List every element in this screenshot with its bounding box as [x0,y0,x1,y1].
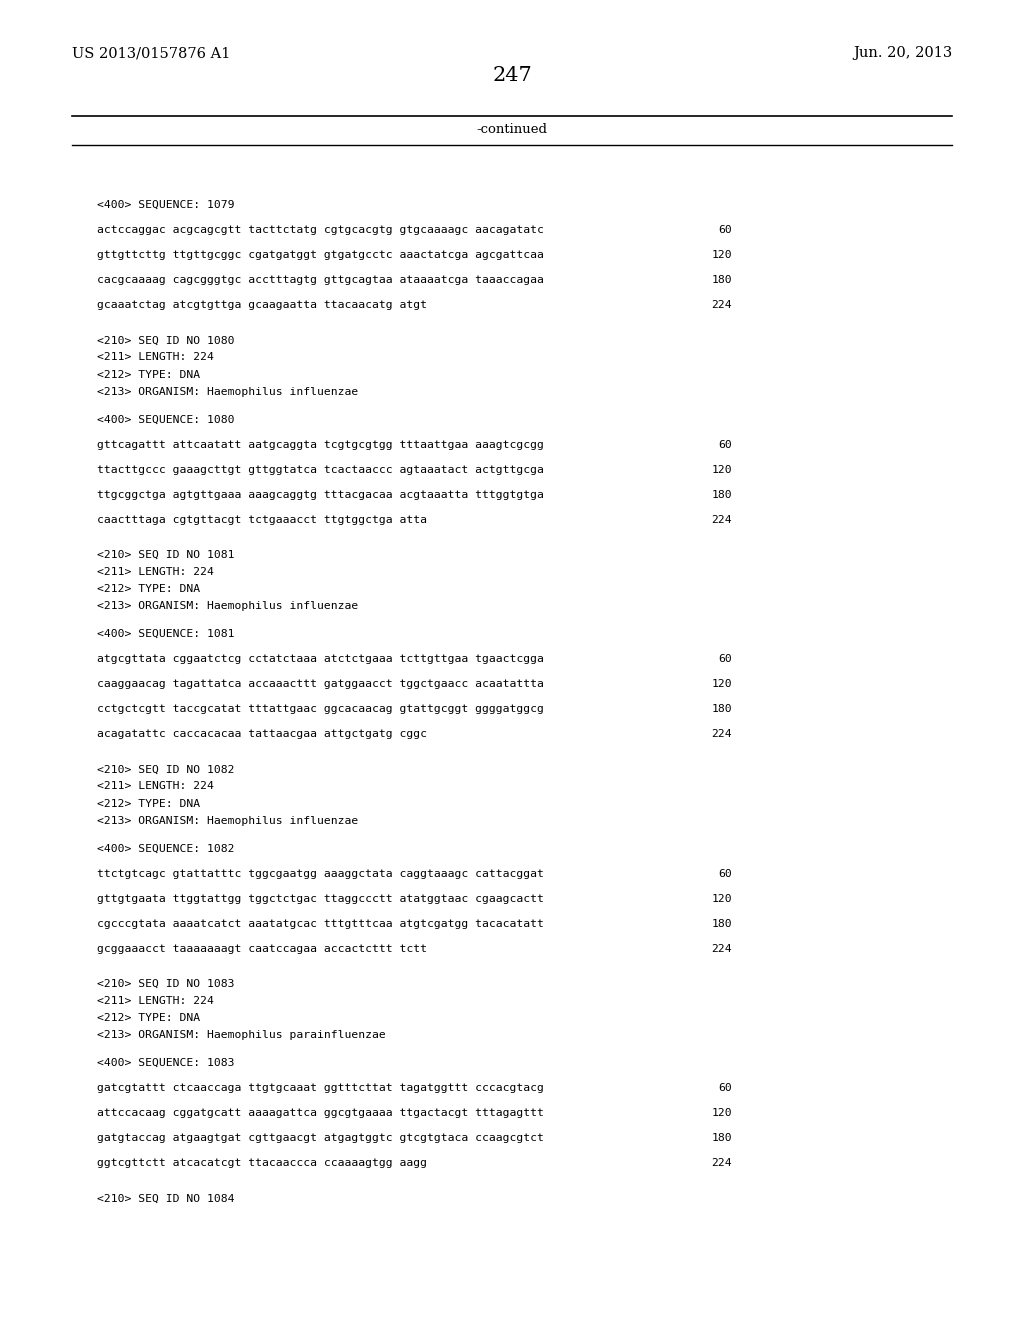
Text: <213> ORGANISM: Haemophilus parainfluenzae: <213> ORGANISM: Haemophilus parainfluenz… [97,1030,386,1040]
Text: 224: 224 [712,301,732,310]
Text: 224: 224 [712,729,732,739]
Text: ttgcggctga agtgttgaaa aaagcaggtg tttacgacaa acgtaaatta tttggtgtga: ttgcggctga agtgttgaaa aaagcaggtg tttacga… [97,490,544,500]
Text: <400> SEQUENCE: 1080: <400> SEQUENCE: 1080 [97,414,234,425]
Text: <210> SEQ ID NO 1081: <210> SEQ ID NO 1081 [97,549,234,560]
Text: 60: 60 [719,655,732,664]
Text: <400> SEQUENCE: 1079: <400> SEQUENCE: 1079 [97,199,234,210]
Text: <211> LENGTH: 224: <211> LENGTH: 224 [97,568,214,577]
Text: 180: 180 [712,704,732,714]
Text: atgcgttata cggaatctcg cctatctaaa atctctgaaa tcttgttgaa tgaactcgga: atgcgttata cggaatctcg cctatctaaa atctctg… [97,655,544,664]
Text: 120: 120 [712,1109,732,1118]
Text: <212> TYPE: DNA: <212> TYPE: DNA [97,1014,201,1023]
Text: US 2013/0157876 A1: US 2013/0157876 A1 [72,46,230,61]
Text: 224: 224 [712,944,732,954]
Text: 180: 180 [712,919,732,929]
Text: acagatattc caccacacaa tattaacgaa attgctgatg cggc: acagatattc caccacacaa tattaacgaa attgctg… [97,729,427,739]
Text: <213> ORGANISM: Haemophilus influenzae: <213> ORGANISM: Haemophilus influenzae [97,387,358,397]
Text: cctgctcgtt taccgcatat tttattgaac ggcacaacag gtattgcggt ggggatggcg: cctgctcgtt taccgcatat tttattgaac ggcacaa… [97,704,544,714]
Text: 120: 120 [712,465,732,475]
Text: <211> LENGTH: 224: <211> LENGTH: 224 [97,352,214,363]
Text: gttcagattt attcaatatt aatgcaggta tcgtgcgtgg tttaattgaa aaagtcgcgg: gttcagattt attcaatatt aatgcaggta tcgtgcg… [97,440,544,450]
Text: <210> SEQ ID NO 1083: <210> SEQ ID NO 1083 [97,979,234,989]
Text: <211> LENGTH: 224: <211> LENGTH: 224 [97,781,214,792]
Text: <210> SEQ ID NO 1080: <210> SEQ ID NO 1080 [97,335,234,346]
Text: cacgcaaaag cagcgggtgc acctttagtg gttgcagtaa ataaaatcga taaaccagaa: cacgcaaaag cagcgggtgc acctttagtg gttgcag… [97,276,544,285]
Text: 247: 247 [493,66,531,84]
Text: 180: 180 [712,276,732,285]
Text: <210> SEQ ID NO 1084: <210> SEQ ID NO 1084 [97,1193,234,1204]
Text: gcaaatctag atcgtgttga gcaagaatta ttacaacatg atgt: gcaaatctag atcgtgttga gcaagaatta ttacaac… [97,301,427,310]
Text: 60: 60 [719,224,732,235]
Text: cgcccgtata aaaatcatct aaatatgcac tttgtttcaa atgtcgatgg tacacatatt: cgcccgtata aaaatcatct aaatatgcac tttgttt… [97,919,544,929]
Text: 120: 120 [712,894,732,904]
Text: ggtcgttctt atcacatcgt ttacaaccca ccaaaagtgg aagg: ggtcgttctt atcacatcgt ttacaaccca ccaaaag… [97,1159,427,1168]
Text: <211> LENGTH: 224: <211> LENGTH: 224 [97,995,214,1006]
Text: 60: 60 [719,440,732,450]
Text: gttgtgaata ttggtattgg tggctctgac ttaggccctt atatggtaac cgaagcactt: gttgtgaata ttggtattgg tggctctgac ttaggcc… [97,894,544,904]
Text: 60: 60 [719,869,732,879]
Text: caactttaga cgtgttacgt tctgaaacct ttgtggctga atta: caactttaga cgtgttacgt tctgaaacct ttgtggc… [97,515,427,525]
Text: <212> TYPE: DNA: <212> TYPE: DNA [97,799,201,809]
Text: 60: 60 [719,1082,732,1093]
Text: 120: 120 [712,678,732,689]
Text: 120: 120 [712,251,732,260]
Text: <400> SEQUENCE: 1083: <400> SEQUENCE: 1083 [97,1059,234,1068]
Text: ttacttgccc gaaagcttgt gttggtatca tcactaaccc agtaaatact actgttgcga: ttacttgccc gaaagcttgt gttggtatca tcactaa… [97,465,544,475]
Text: gatcgtattt ctcaaccaga ttgtgcaaat ggtttcttat tagatggttt cccacgtacg: gatcgtattt ctcaaccaga ttgtgcaaat ggtttct… [97,1082,544,1093]
Text: <400> SEQUENCE: 1081: <400> SEQUENCE: 1081 [97,630,234,639]
Text: caaggaacag tagattatca accaaacttt gatggaacct tggctgaacc acaatattta: caaggaacag tagattatca accaaacttt gatggaa… [97,678,544,689]
Text: attccacaag cggatgcatt aaaagattca ggcgtgaaaa ttgactacgt tttagagttt: attccacaag cggatgcatt aaaagattca ggcgtga… [97,1109,544,1118]
Text: 180: 180 [712,490,732,500]
Text: <212> TYPE: DNA: <212> TYPE: DNA [97,370,201,380]
Text: <212> TYPE: DNA: <212> TYPE: DNA [97,583,201,594]
Text: 224: 224 [712,1159,732,1168]
Text: <400> SEQUENCE: 1082: <400> SEQUENCE: 1082 [97,843,234,854]
Text: actccaggac acgcagcgtt tacttctatg cgtgcacgtg gtgcaaaagc aacagatatc: actccaggac acgcagcgtt tacttctatg cgtgcac… [97,224,544,235]
Text: <213> ORGANISM: Haemophilus influenzae: <213> ORGANISM: Haemophilus influenzae [97,816,358,826]
Text: Jun. 20, 2013: Jun. 20, 2013 [853,46,952,61]
Text: 180: 180 [712,1133,732,1143]
Text: 224: 224 [712,515,732,525]
Text: ttctgtcagc gtattatttc tggcgaatgg aaaggctata caggtaaagc cattacggat: ttctgtcagc gtattatttc tggcgaatgg aaaggct… [97,869,544,879]
Text: gttgttcttg ttgttgcggc cgatgatggt gtgatgcctc aaactatcga agcgattcaa: gttgttcttg ttgttgcggc cgatgatggt gtgatgc… [97,251,544,260]
Text: -continued: -continued [476,123,548,136]
Text: <210> SEQ ID NO 1082: <210> SEQ ID NO 1082 [97,764,234,775]
Text: gcggaaacct taaaaaaagt caatccagaa accactcttt tctt: gcggaaacct taaaaaaagt caatccagaa accactc… [97,944,427,954]
Text: gatgtaccag atgaagtgat cgttgaacgt atgagtggtc gtcgtgtaca ccaagcgtct: gatgtaccag atgaagtgat cgttgaacgt atgagtg… [97,1133,544,1143]
Text: <213> ORGANISM: Haemophilus influenzae: <213> ORGANISM: Haemophilus influenzae [97,602,358,611]
